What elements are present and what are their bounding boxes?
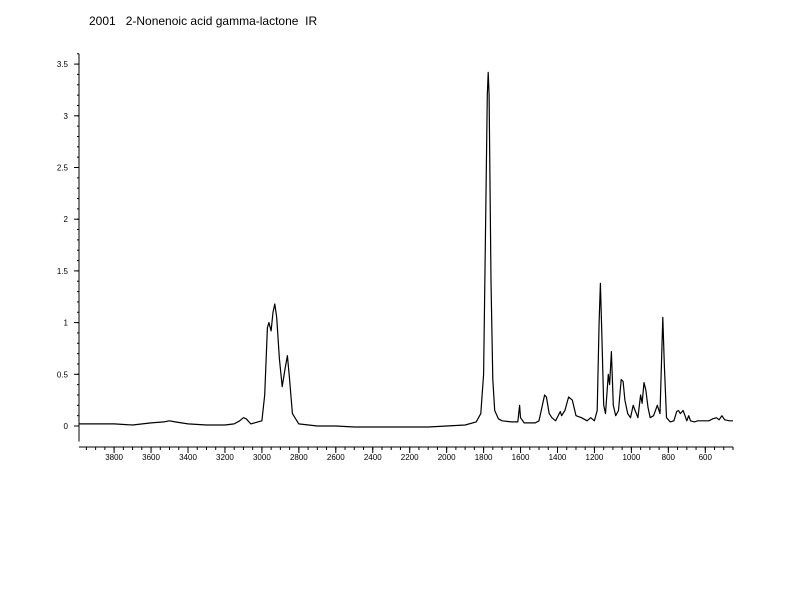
x-tick-label: 2600	[327, 453, 345, 462]
x-tick-label: 3800	[105, 453, 123, 462]
series-layer	[79, 71, 733, 428]
x-tick-label: 3400	[179, 453, 197, 462]
x-tick-label: 3000	[253, 453, 271, 462]
x-tick-label: 800	[662, 453, 676, 462]
y-tick-label: 1.5	[57, 267, 69, 276]
x-tick-label: 3600	[142, 453, 160, 462]
y-tick-label: 1	[64, 319, 69, 328]
x-tick-label: 2400	[364, 453, 382, 462]
y-axis: 0 0.5 1 1.5 2 2.5 3 3.5	[57, 53, 80, 442]
x-tick-label: 1400	[549, 453, 567, 462]
y-tick-label: 2	[64, 215, 69, 224]
x-tick-label: 2200	[401, 453, 419, 462]
x-tick-label: 2800	[290, 453, 308, 462]
x-tick-label: 1000	[622, 453, 640, 462]
x-tick-label: 3200	[216, 453, 234, 462]
y-tick-label: 0.5	[57, 370, 69, 379]
x-tick-label: 600	[699, 453, 713, 462]
x-axis: 3800 3600 3400 3200 3000 2800 2600 2400 2200 2000…	[79, 446, 734, 462]
x-tick-label: 1800	[475, 453, 493, 462]
y-tick-label: 3	[64, 112, 69, 121]
y-tick-label: 2.5	[57, 164, 69, 173]
x-tick-label: 1600	[512, 453, 530, 462]
y-tick-label: 0	[64, 422, 69, 431]
x-tick-label: 2000	[438, 453, 456, 462]
chart-title: 2001 2-Nonenoic acid gamma-lactone IR	[89, 14, 318, 28]
spectrum-line	[79, 71, 733, 428]
y-tick-label: 3.5	[57, 60, 69, 69]
x-tick-label: 1200	[586, 453, 604, 462]
